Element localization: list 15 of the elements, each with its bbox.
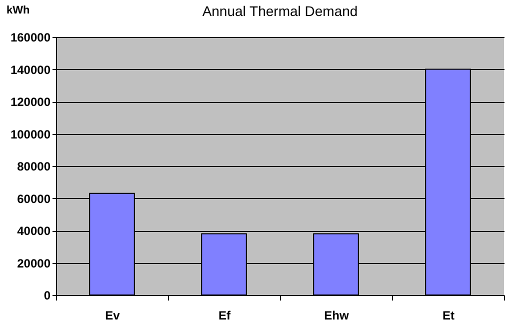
y-tick-label: 160000 (10, 30, 51, 44)
y-tick-label: 140000 (10, 62, 51, 77)
y-tick-label: 100000 (10, 127, 51, 142)
x-tick-label: Et (442, 308, 455, 322)
x-tick-label: Ev (105, 308, 120, 322)
chart-title: Annual Thermal Demand (202, 3, 358, 19)
y-tick-label: 80000 (17, 160, 51, 174)
y-tick-label: 0 (44, 288, 51, 302)
x-tick-label: Ehw (324, 308, 350, 322)
y-tick-label: 20000 (17, 256, 51, 270)
y-axis-title: kWh (6, 4, 30, 16)
y-tick-label: 60000 (17, 192, 51, 206)
x-tick-label: Ef (218, 308, 232, 322)
y-tick-label: 40000 (17, 224, 51, 238)
y-tick-label: 120000 (10, 95, 51, 109)
